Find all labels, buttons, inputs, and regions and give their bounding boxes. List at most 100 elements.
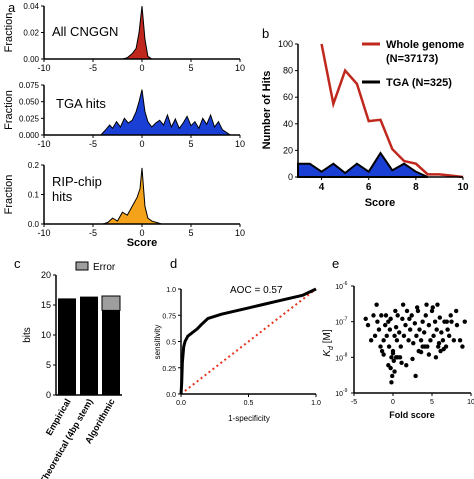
panel-a3-ytick-label: 0.2 xyxy=(28,161,40,170)
panel-e-point xyxy=(448,313,453,318)
panel-e-point xyxy=(418,349,424,355)
panel-e-point xyxy=(426,322,432,328)
panel-d-ytick-label: 0.75 xyxy=(162,313,176,320)
panel-a3-annotation: hits xyxy=(52,189,73,204)
panel-c-ylabel: bits xyxy=(22,327,33,343)
panel-c-ytick-label: 5 xyxy=(46,360,51,370)
panel-a3-area xyxy=(102,167,162,225)
panel-e-point xyxy=(437,315,442,320)
panel-e-point xyxy=(390,373,395,379)
panel-e-ylabel: Kd [M] xyxy=(322,329,335,356)
panel-e-point xyxy=(371,313,376,318)
panel-b-ytick-label: 100 xyxy=(278,39,293,49)
panel-e-point xyxy=(383,313,389,318)
panel-b-xtick-label: 10 xyxy=(457,182,469,193)
panel-e-point xyxy=(384,333,389,339)
panel-e-point xyxy=(462,319,467,324)
panel-a2-area xyxy=(99,89,232,136)
panel-d-ytick-label: 0.5 xyxy=(166,340,176,347)
panel-b-xtick-label: 8 xyxy=(413,182,419,193)
panel-e-point xyxy=(428,338,433,343)
panel-e-ytick-label: 10 xyxy=(335,391,343,398)
panel-e-point xyxy=(365,322,371,328)
panel-e-point xyxy=(414,333,419,339)
panel-e-point xyxy=(444,319,450,324)
panel-a2-ylabel: Fraction xyxy=(3,90,15,130)
panel-e-ytick-exponent: -8 xyxy=(343,352,348,358)
panel-e-point xyxy=(406,338,411,343)
panel-b-legend-tga: TGA (N=325) xyxy=(386,77,452,89)
panel-a1-xtick-label: 5 xyxy=(188,63,193,73)
panel-e-point xyxy=(381,338,386,343)
panel-e-point xyxy=(398,344,403,349)
panel-e-point xyxy=(389,380,394,385)
panel-e-point xyxy=(433,355,439,360)
panel-e-xtick-label: 0 xyxy=(391,399,395,406)
panel-a2-xtick-label: -10 xyxy=(37,139,50,149)
panel-e-point xyxy=(460,344,465,349)
panel-e-point xyxy=(400,316,405,322)
panel-letter-d: d xyxy=(170,256,177,271)
panel-d-ylabel: sensitivity xyxy=(153,325,162,360)
panel-e-point xyxy=(409,313,414,318)
panel-e-point xyxy=(376,327,382,332)
panel-e-point xyxy=(368,338,374,343)
panel-e-ytick-label: 10 xyxy=(335,320,343,327)
panel-b-ytick-label: 80 xyxy=(283,66,293,76)
panel-e-point xyxy=(393,324,399,330)
panel-a3-annotation: RIP-chip xyxy=(52,174,102,189)
panel-c-legend-swatch-error xyxy=(75,261,89,271)
panel-e-point xyxy=(393,308,398,314)
panel-e-point xyxy=(393,355,399,360)
panel-a2-ytick-label: 0.000 xyxy=(19,131,40,140)
panel-a2-xtick-label: -5 xyxy=(89,139,97,149)
panel-e-xtick-label: -5 xyxy=(351,399,357,406)
panel-e-point xyxy=(420,319,425,324)
panel-e-point xyxy=(435,302,440,307)
panel-e-point xyxy=(392,333,397,339)
panel-e-point xyxy=(446,333,452,339)
panel-d-ytick-label: 1.0 xyxy=(166,287,176,294)
panel-e-point xyxy=(388,316,393,322)
panel-e-point xyxy=(397,355,403,360)
panel-e-point xyxy=(381,352,386,357)
panel-a3-xtick-label: -5 xyxy=(89,228,97,238)
panel-b-xtick-label: 6 xyxy=(366,182,372,193)
panel-e-point xyxy=(383,322,388,328)
panel-e-point xyxy=(397,330,402,335)
panel-e-point xyxy=(374,302,379,307)
panel-e-point xyxy=(457,338,463,343)
panel-a2-ytick-label: 0.075 xyxy=(19,81,40,90)
panel-e-point xyxy=(404,363,409,368)
panel-letter-a: a xyxy=(8,0,16,15)
panel-e-point xyxy=(411,340,416,346)
panel-e-point xyxy=(386,344,392,349)
panel-e-point xyxy=(445,327,450,332)
panel-e-point xyxy=(429,308,435,314)
panel-e-point xyxy=(432,319,438,324)
panel-e-point xyxy=(375,319,380,324)
panel-a1-ytick-label: 0.04 xyxy=(23,2,39,11)
panel-b-ytick-label: 20 xyxy=(283,145,293,155)
panel-c-bar xyxy=(80,296,98,395)
panel-a3-xtick-label: 0 xyxy=(139,228,144,238)
panel-c-ytick-label: 10 xyxy=(41,330,51,340)
panel-e-point xyxy=(436,340,442,346)
panel-c-legend-error: Error xyxy=(93,262,116,273)
panel-e-point xyxy=(389,355,394,360)
panel-e-point xyxy=(378,344,383,349)
panel-a1-xtick-label: -5 xyxy=(89,63,97,73)
panel-e-point xyxy=(412,321,418,326)
panel-e-point xyxy=(426,352,432,357)
panel-e-xlabel: Fold score xyxy=(389,410,435,420)
panel-a1-ytick-label: 0.02 xyxy=(23,29,39,38)
panel-a2-xtick-label: 10 xyxy=(235,139,245,149)
panel-a2-xtick-label: 5 xyxy=(188,139,193,149)
panel-e-xtick-label: 5 xyxy=(430,399,434,406)
panel-e-point xyxy=(453,308,459,314)
panel-e-point xyxy=(392,369,397,374)
panel-c-bar xyxy=(102,310,120,395)
panel-a3-xtick-label: 10 xyxy=(235,228,245,238)
panel-a1-ylabel: Fraction xyxy=(3,13,15,53)
